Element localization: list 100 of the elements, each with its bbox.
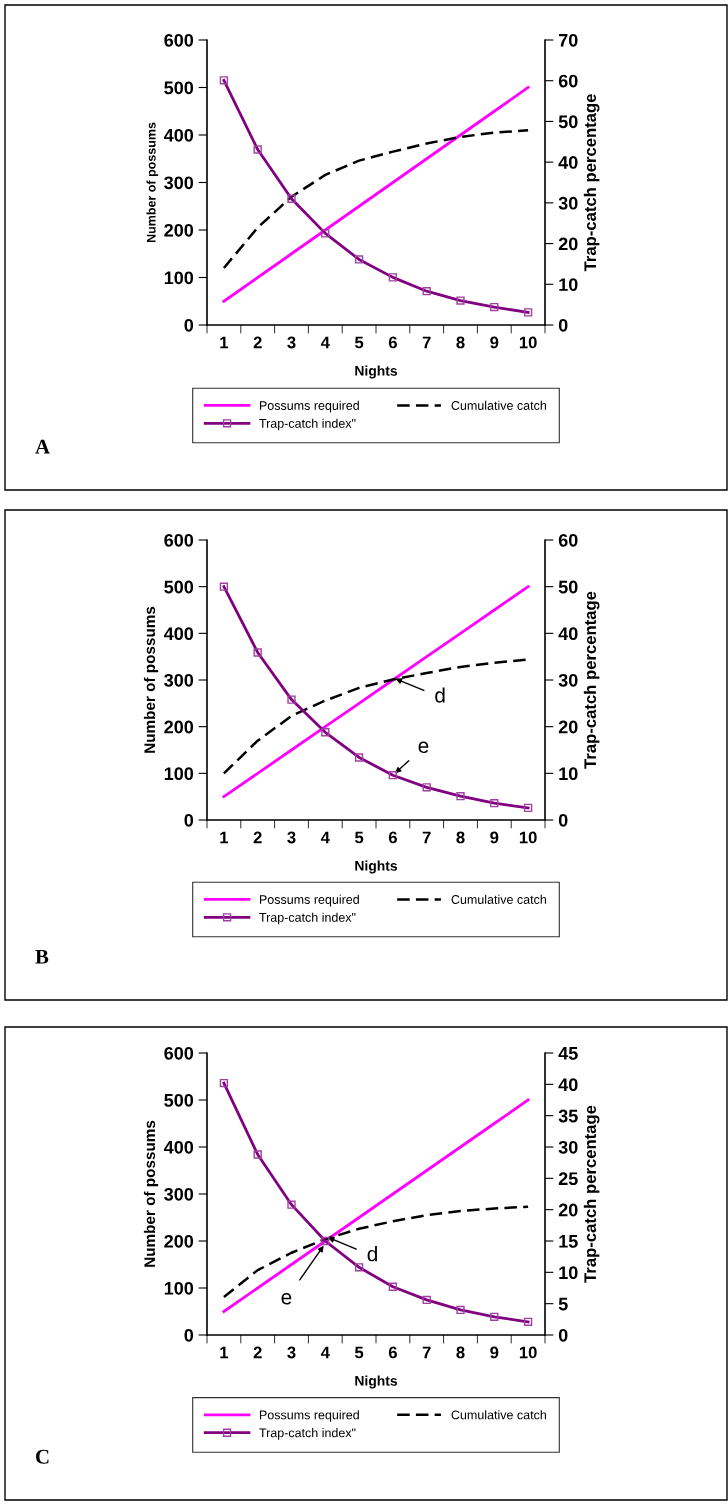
y-tick-label: 600 [164, 1046, 194, 1060]
text: B [35, 949, 49, 964]
y2-tick-label: 45 [558, 1047, 578, 1060]
x-axis-title: Nights [355, 860, 398, 874]
y-tick-label: 0 [184, 318, 194, 332]
x-tick-label: 7 [422, 336, 431, 349]
x-tick-label: 7 [422, 1346, 431, 1359]
y-tick-label: 200 [164, 720, 194, 734]
y-tick-label: 100 [164, 1281, 194, 1295]
y-tick-label: 500 [164, 580, 194, 594]
x-tick-label: 2 [253, 336, 262, 349]
x-tick-label: 5 [354, 831, 364, 844]
x-tick-label: 1 [220, 336, 229, 349]
x-tick-label: 6 [388, 831, 397, 844]
y-tick-label: 0 [184, 813, 194, 827]
y2-tick-label: 10 [559, 767, 578, 781]
annotation: e [281, 1293, 292, 1305]
x-tick-label: 4 [320, 831, 330, 844]
x-tick-label: 7 [422, 831, 431, 844]
legend-label: Possums required [259, 894, 359, 907]
y2-tick-label: 50 [558, 580, 578, 594]
y-tick-label: 400 [163, 1140, 194, 1154]
x-tick-label: 10 [519, 1346, 537, 1359]
x-tick-label: 9 [490, 336, 499, 349]
y-tick-label: 200 [164, 223, 194, 237]
x-tick-label: 3 [287, 336, 296, 349]
y-tick-label: 600 [164, 33, 194, 47]
line-series [222, 129, 530, 270]
y2-tick-label: 5 [558, 1297, 568, 1311]
x-tick-label: 8 [456, 1346, 465, 1359]
x-tick-label: 1 [220, 831, 229, 844]
y2-axis-title: Trap-catch percentage [583, 94, 600, 272]
x-tick-label: 10 [519, 336, 537, 349]
y2-tick-label: 30 [558, 1140, 578, 1154]
y2-tick-label: 20 [558, 237, 578, 251]
y-tick-label: 600 [164, 533, 194, 547]
x-tick-label: 2 [253, 1346, 262, 1359]
x-tick-label: 4 [320, 1346, 330, 1359]
y2-tick-label: 25 [558, 1172, 578, 1186]
annotation: d [435, 687, 445, 703]
y2-tick-label: 60 [558, 533, 578, 547]
y2-tick-label: 70 [558, 33, 578, 47]
legend-label: Cumulative catch [451, 400, 546, 410]
y2-tick-label: 20 [558, 1203, 578, 1217]
y2-tick-label: 40 [558, 156, 578, 169]
y-tick-label: 400 [163, 128, 194, 142]
y2-tick-label: 10 [559, 278, 578, 292]
y2-tick-label: 60 [558, 74, 578, 88]
x-axis-title: Nights [355, 1375, 398, 1389]
y-tick-label: 300 [164, 1187, 194, 1201]
y2-tick-label: 40 [558, 627, 578, 641]
y-tick-label: 0 [184, 1328, 194, 1342]
legend-label: Possums required [259, 1410, 359, 1422]
x-tick-label: 9 [490, 831, 499, 844]
x-tick-label: 5 [354, 1346, 364, 1359]
y-tick-label: 500 [164, 81, 194, 95]
x-tick-label: 5 [354, 336, 364, 349]
legend-label: Cumulative catch [451, 1410, 546, 1420]
y-axis-title: Number of possums [143, 1120, 159, 1267]
y-tick-label: 200 [164, 1234, 194, 1248]
y2-tick-label: 0 [558, 318, 568, 332]
y-tick-label: 500 [164, 1093, 194, 1107]
text: A [35, 439, 50, 454]
y2-tick-label: 30 [558, 673, 578, 687]
y-tick-label: 400 [163, 627, 194, 641]
line-series [222, 1098, 530, 1313]
x-tick-label: 3 [287, 1346, 296, 1359]
y-tick-label: 300 [164, 176, 194, 190]
y2-tick-label: 0 [558, 813, 568, 827]
x-tick-label: 9 [490, 1346, 499, 1359]
y2-tick-label: 10 [559, 1266, 578, 1280]
y2-axis-title: Trap-catch percentage [583, 1105, 600, 1283]
y-axis-title: Number of possums [146, 122, 159, 243]
y2-tick-label: 40 [558, 1078, 578, 1092]
legend-label: Trap-catch index" [259, 1428, 356, 1440]
x-axis-title: Nights [355, 365, 398, 379]
x-tick-label: 2 [253, 831, 262, 844]
y2-tick-label: 20 [558, 720, 578, 734]
x-tick-label: 3 [287, 831, 296, 844]
y-axis-title: Number of possums [143, 606, 159, 753]
y2-tick-label: 0 [558, 1328, 568, 1342]
y-tick-label: 100 [164, 767, 194, 781]
y-tick-label: 300 [164, 673, 194, 687]
legend-label: Possums required [259, 400, 359, 413]
legend-label: Cumulative catch [451, 894, 546, 904]
x-tick-label: 6 [388, 336, 397, 349]
annotation: d [367, 1246, 377, 1262]
text: C [36, 1449, 49, 1464]
x-tick-label: 8 [456, 336, 465, 349]
y2-tick-label: 15 [559, 1235, 578, 1248]
annotation: e [418, 741, 429, 754]
legend-label: Trap-catch index" [259, 912, 356, 925]
y-tick-label: 100 [164, 271, 194, 285]
legend-label: Trap-catch index" [259, 418, 356, 431]
y2-tick-label: 30 [558, 196, 578, 210]
y2-axis-title: Trap-catch percentage [583, 591, 600, 769]
y2-tick-label: 50 [558, 115, 578, 129]
x-tick-label: 4 [320, 336, 330, 349]
x-tick-label: 1 [220, 1346, 229, 1359]
y2-tick-label: 35 [558, 1109, 578, 1123]
